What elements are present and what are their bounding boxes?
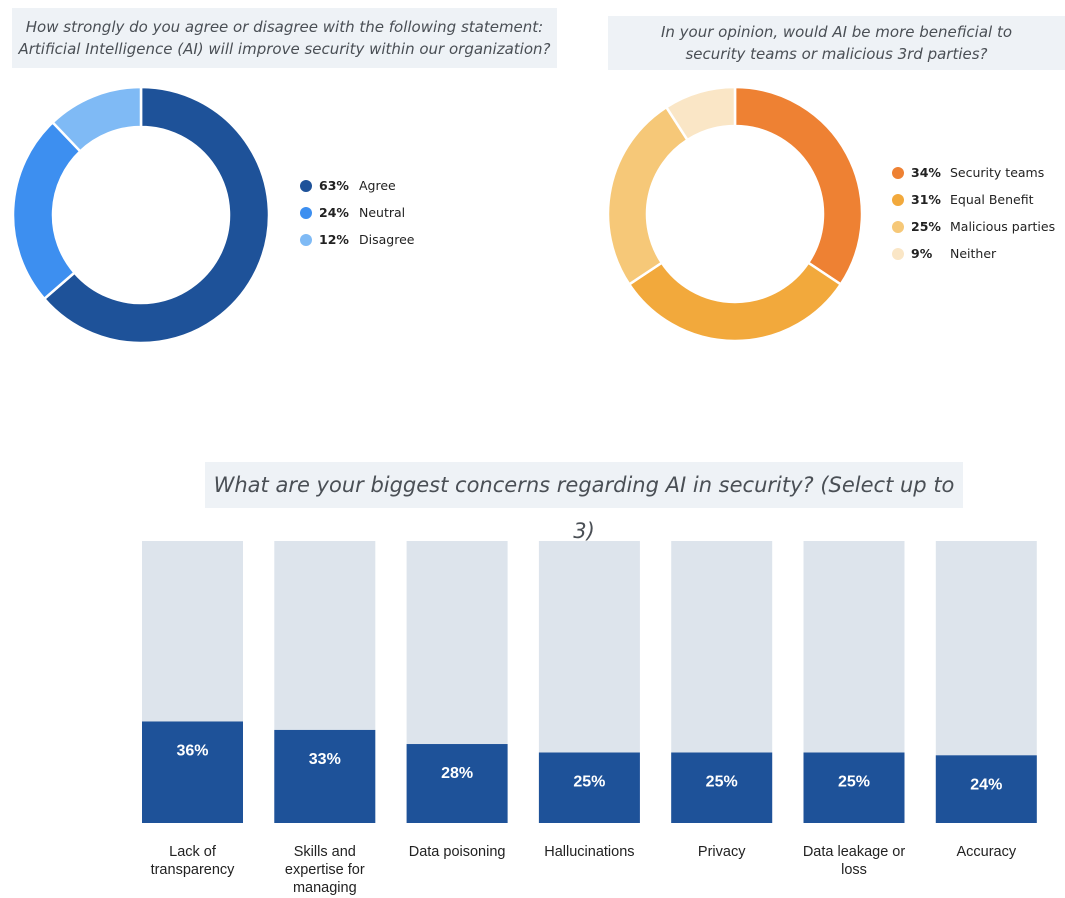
bar-1 [142,721,243,823]
bar-value-label: 25% [838,774,870,791]
beneficial-legend-swatch [892,248,904,260]
agree-legend-value: 63% [319,178,349,193]
agree-legend-value: 24% [319,205,349,220]
beneficial-legend-value: 9% [911,246,933,261]
beneficial-legend-swatch [892,221,904,233]
beneficial-slice-security-teams [733,86,863,287]
agree-legend: 63% Agree 24% Neutral 12% Disagree [300,178,500,258]
bar-value-label: 24% [970,776,1002,793]
bar-category-label: managing [293,880,357,896]
question-2-line-1: In your opinion, would AI be more benefi… [660,23,1013,41]
bar-3 [406,744,508,823]
bar-6 [803,752,905,823]
bar-category-label: Data leakage or [803,844,906,860]
question-2-line-2: security teams or malicious 3rd parties? [685,45,988,63]
bar-7 [935,755,1037,823]
bar-4 [538,752,640,823]
bar-value-label: 33% [309,751,341,768]
bar-value-label: 25% [573,774,605,791]
bar-category-label: Hallucinations [544,844,634,860]
bar-category-label: expertise for [285,862,365,878]
agree-legend-swatch [300,180,312,192]
bar-category-label: Lack of [169,844,217,860]
question-1-box: How strongly do you agree or disagree wi… [12,8,557,68]
agree-legend-value: 12% [319,232,349,247]
question-1-line-1: How strongly do you agree or disagree wi… [25,18,544,36]
bar-category-label: Skills and [294,844,356,860]
beneficial-donut-chart [607,86,863,342]
question-1-line-2: Artificial Intelligence (AI) will improv… [18,40,551,58]
bar-category-label: loss [841,862,867,878]
bar-category-label: Privacy [698,844,746,860]
question-2-box: In your opinion, would AI be more benefi… [608,16,1065,70]
bar-5 [671,752,773,823]
beneficial-legend-value: 25% [911,219,941,234]
beneficial-legend-label: Security teams [950,165,1045,180]
beneficial-legend-value: 34% [911,165,941,180]
question-3-box: What are your biggest concerns regarding… [205,462,963,543]
bar-category-label: Data poisoning [409,844,506,860]
beneficial-legend-label: Neither [950,246,997,261]
agree-slice-agree [42,86,270,344]
bar-value-label: 25% [706,774,738,791]
concerns-bar-chart: 36% Lack of transparency 33% Skills and exper… [142,541,1037,896]
bar-value-label: 28% [441,765,473,782]
beneficial-legend: 34% Security teams 31% Equal Benefit 25% Mali… [892,165,1062,265]
beneficial-legend-value: 31% [911,192,941,207]
agree-legend-label: Agree [359,178,396,193]
beneficial-legend-swatch [892,167,904,179]
agree-legend-swatch [300,234,312,246]
beneficial-slice-malicious-parties [607,105,690,287]
beneficial-slice-neither [664,86,737,142]
bar-category-label: transparency [151,862,236,878]
beneficial-slice-equal-benefit [627,261,843,342]
agree-legend-swatch [300,207,312,219]
bar-category-label: Accuracy [956,844,1016,860]
agree-donut-chart [12,86,270,344]
question-3-text: What are your biggest concerns regarding… [213,473,955,543]
agree-legend-label: Neutral [359,205,406,220]
agree-slice-disagree [50,86,143,154]
agree-slice-neutral [12,120,83,301]
bar-value-label: 36% [176,742,208,759]
agree-legend-label: Disagree [359,232,415,247]
beneficial-legend-swatch [892,194,904,206]
beneficial-legend-label: Equal Benefit [950,192,1034,207]
bar-2 [274,729,376,823]
beneficial-legend-label: Malicious parties [950,219,1056,234]
